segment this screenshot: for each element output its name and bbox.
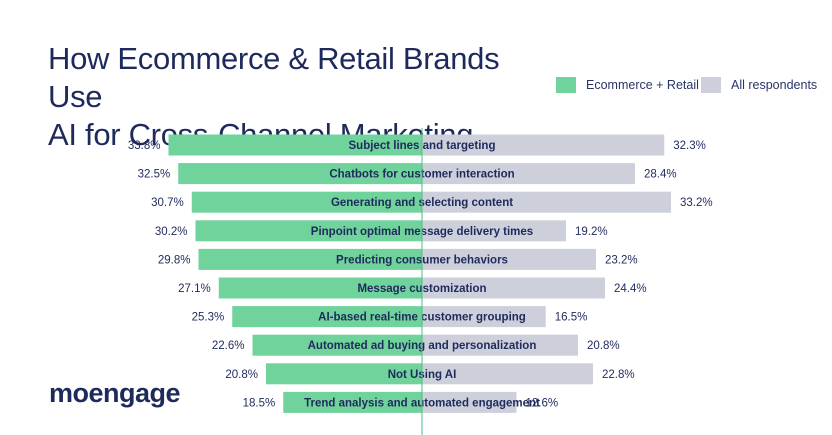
data-label-all-respondents: 23.2% [605,254,638,266]
bar-ecommerce-retail [195,220,422,242]
data-label-all-respondents: 24.4% [614,283,647,295]
data-label-ecommerce-retail: 20.8% [225,369,258,381]
legend-swatch-all-respondents [701,77,721,93]
bar-all-respondents [422,306,546,328]
data-label-ecommerce-retail: 25.3% [192,312,225,324]
data-label-ecommerce-retail: 22.6% [212,340,245,352]
bar-ecommerce-retail [266,363,422,385]
data-label-all-respondents: 33.2% [680,197,713,209]
bar-all-respondents [422,391,517,413]
data-label-ecommerce-retail: 30.2% [155,226,188,238]
bar-ecommerce-retail [191,191,422,213]
data-label-ecommerce-retail: 30.7% [151,197,184,209]
data-label-all-respondents: 28.4% [644,169,677,181]
bar-ecommerce-retail [198,248,422,270]
data-label-all-respondents: 22.8% [602,369,635,381]
moengage-logo: moengage [49,378,181,408]
legend-item-all-respondents: All respondents [701,77,817,93]
legend-label-ecommerce: Ecommerce + Retail [586,78,699,92]
data-label-all-respondents: 12.6% [526,397,559,409]
bar-all-respondents [422,277,605,299]
legend-label-all-respondents: All respondents [731,78,818,92]
data-label-ecommerce-retail: 18.5% [243,397,276,409]
bar-all-respondents [422,248,596,270]
bar-all-respondents [422,191,671,213]
bar-ecommerce-retail [283,391,422,413]
legend-item-ecommerce: Ecommerce + Retail [556,77,699,93]
bar-ecommerce-retail [178,163,422,185]
bar-ecommerce-retail [168,134,422,156]
bar-all-respondents [422,134,665,156]
data-label-all-respondents: 32.3% [673,140,706,152]
bar-all-respondents [422,163,635,185]
data-label-all-respondents: 20.8% [587,340,620,352]
bar-ecommerce-retail [218,277,422,299]
data-label-ecommerce-retail: 27.1% [178,283,211,295]
data-label-all-respondents: 19.2% [575,226,608,238]
bar-all-respondents [422,220,566,242]
chart-title-line1: How Ecommerce & Retail Brands Use [48,41,500,114]
data-label-ecommerce-retail: 32.5% [138,169,171,181]
bar-all-respondents [422,334,578,356]
bar-all-respondents [422,363,593,385]
legend-swatch-ecommerce [556,77,576,93]
bar-ecommerce-retail [232,306,422,328]
bar-ecommerce-retail [252,334,422,356]
data-label-ecommerce-retail: 29.8% [158,254,191,266]
data-label-all-respondents: 16.5% [555,312,588,324]
data-label-ecommerce-retail: 33.8% [128,140,161,152]
